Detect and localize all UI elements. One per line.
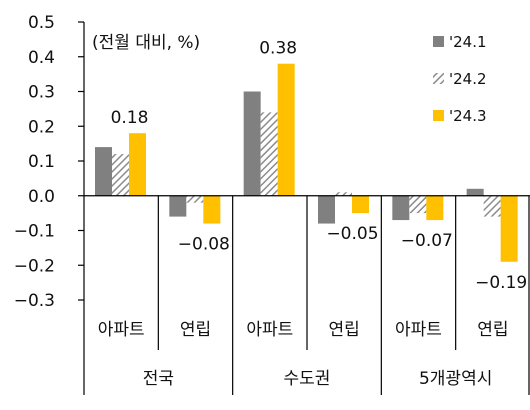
bar xyxy=(483,195,501,217)
bar xyxy=(129,133,146,196)
bar xyxy=(260,112,278,196)
legend-label: '24.1 xyxy=(449,33,487,51)
legend: '24.1 '24.2 '24.3 xyxy=(433,33,487,125)
unit-note: (전월 대비, %) xyxy=(92,33,200,53)
y-axis-ticks: 0.5 0.4 0.3 0.2 0.1 0.0 −0.1 −0.2 −0.3 xyxy=(14,13,55,311)
bar xyxy=(466,188,484,196)
y-tick-label: 0.4 xyxy=(28,48,55,68)
bar xyxy=(392,195,410,221)
legend-swatch xyxy=(433,36,444,47)
bar xyxy=(500,195,518,262)
category-label: 연립 xyxy=(329,320,360,340)
data-label: −0.19 xyxy=(475,273,527,293)
y-tick-label: −0.3 xyxy=(14,291,55,311)
category-label: 연립 xyxy=(477,320,508,340)
y-tick-label: 0.5 xyxy=(28,13,55,33)
legend-label: '24.2 xyxy=(449,70,487,88)
y-tick-label: 0.2 xyxy=(28,117,55,137)
data-label: 0.18 xyxy=(111,108,149,128)
bar xyxy=(243,91,261,196)
y-tick-label: −0.1 xyxy=(14,222,55,242)
bar xyxy=(203,195,221,224)
bar xyxy=(277,63,295,196)
data-label: −0.07 xyxy=(401,231,453,251)
data-label: 0.38 xyxy=(259,39,297,59)
y-tick-label: 0.1 xyxy=(28,152,55,172)
bar xyxy=(169,195,187,217)
bar xyxy=(95,147,112,196)
data-label: −0.05 xyxy=(326,224,378,244)
y-tick-label: 0.0 xyxy=(28,187,55,207)
bar xyxy=(186,195,204,203)
bar xyxy=(426,195,444,221)
legend-label: '24.3 xyxy=(449,107,487,125)
bar xyxy=(318,195,335,224)
group-label: 수도권 xyxy=(284,369,331,389)
category-label: 아파트 xyxy=(98,320,145,340)
category-label: 연립 xyxy=(180,320,211,340)
bar xyxy=(352,195,369,214)
data-label: −0.08 xyxy=(178,235,230,255)
bars xyxy=(95,63,518,262)
group-label: 전국 xyxy=(143,369,174,389)
category-label: 아파트 xyxy=(246,320,293,340)
bar xyxy=(112,154,129,196)
legend-swatch xyxy=(433,110,444,121)
bar xyxy=(335,192,352,196)
y-tick-label: −0.2 xyxy=(14,256,55,276)
bar xyxy=(409,195,427,214)
y-tick-label: 0.3 xyxy=(28,83,55,103)
data-labels: 0.18 −0.08 0.38 −0.05 −0.07 −0.19 xyxy=(111,39,528,293)
category-label: 아파트 xyxy=(395,320,442,340)
legend-swatch xyxy=(433,73,444,84)
axes xyxy=(78,21,530,395)
group-label: 5개광역시 xyxy=(419,369,492,389)
